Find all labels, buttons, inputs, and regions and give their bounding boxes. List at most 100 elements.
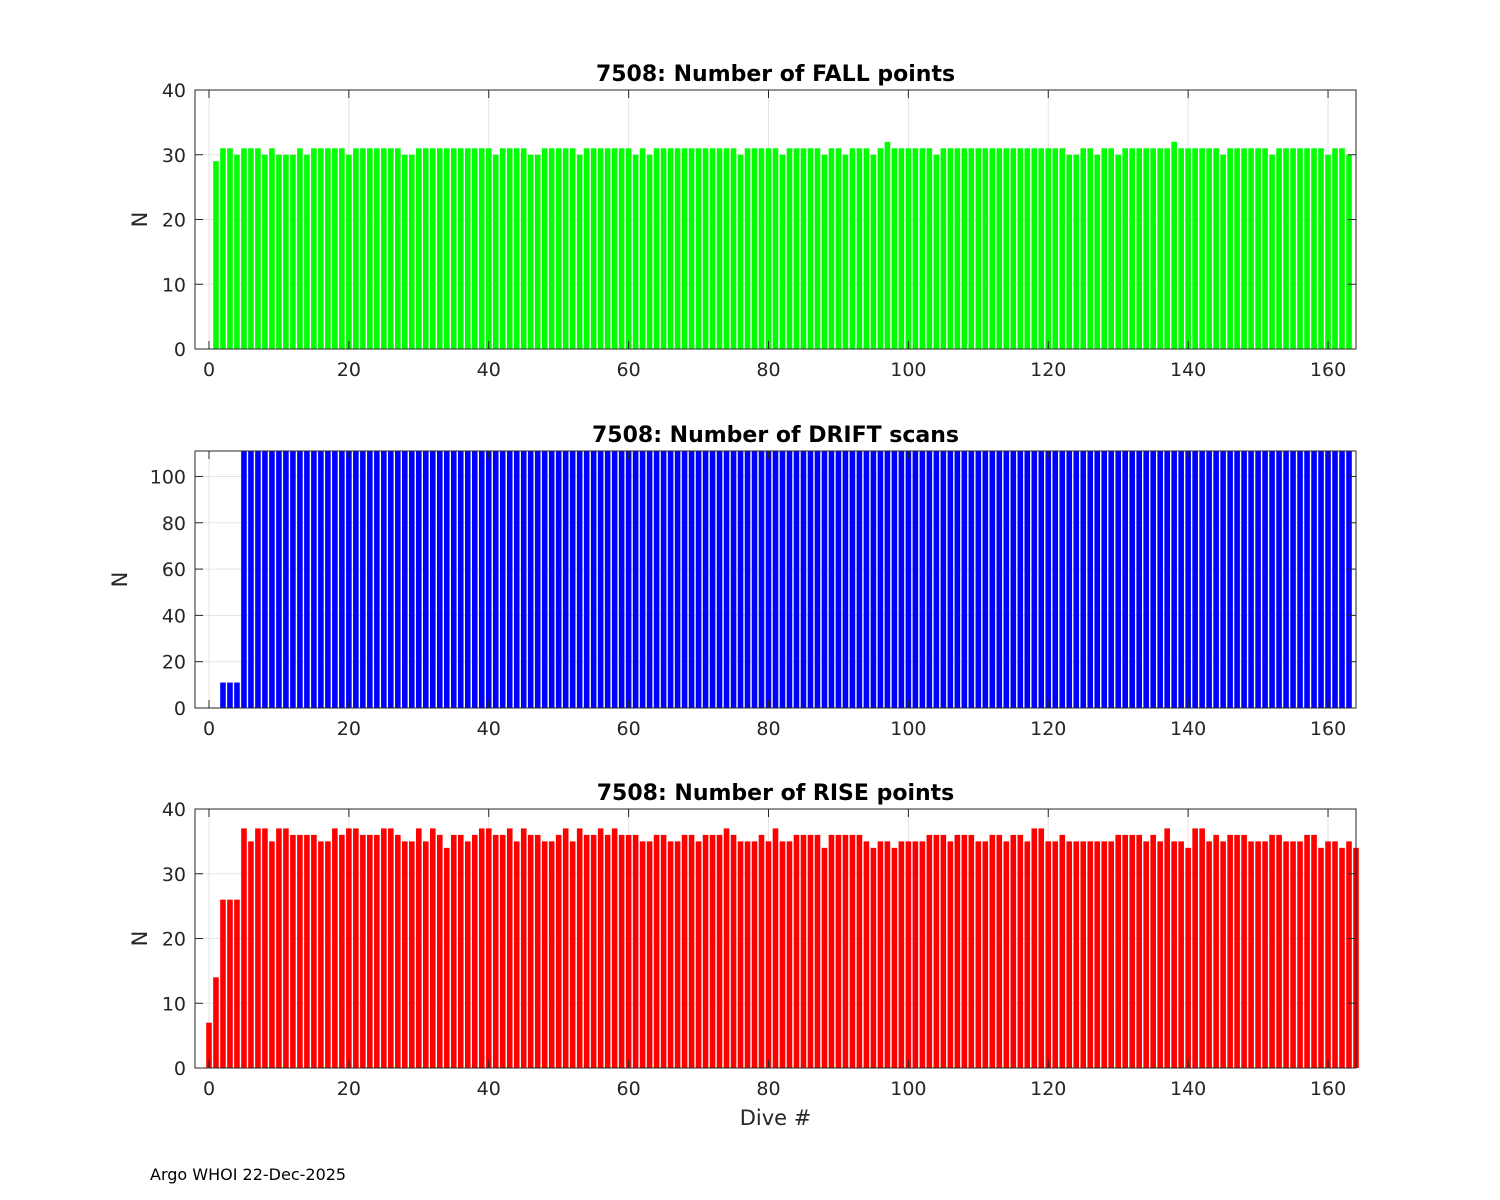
bar	[1164, 148, 1170, 349]
bar	[353, 451, 359, 708]
bar	[870, 451, 877, 708]
bar	[1276, 148, 1282, 349]
bar	[1080, 451, 1087, 708]
bar	[1220, 451, 1226, 708]
bar	[1262, 451, 1268, 708]
bar	[1094, 451, 1101, 708]
bar	[1206, 451, 1212, 708]
bar	[1066, 451, 1073, 708]
bar	[1003, 451, 1010, 708]
bar	[269, 451, 275, 708]
bar	[1311, 148, 1317, 349]
bar	[1073, 841, 1080, 1069]
y-tick-label: 40	[162, 799, 186, 821]
bar	[779, 841, 786, 1069]
y-tick-label: 0	[174, 1058, 186, 1080]
bar	[961, 834, 968, 1068]
bar	[695, 841, 702, 1069]
bar	[1346, 154, 1352, 349]
bar	[1297, 451, 1303, 708]
bar	[688, 834, 695, 1068]
bar	[241, 828, 247, 1068]
footer-credit: Argo WHOI 22-Dec-2025	[150, 1165, 347, 1184]
bar	[304, 451, 310, 708]
bar	[814, 834, 821, 1068]
bar	[297, 834, 303, 1068]
bar	[1185, 451, 1191, 708]
bar	[1276, 451, 1282, 708]
bar	[1045, 148, 1052, 349]
bar	[590, 148, 597, 349]
bar	[1164, 451, 1170, 708]
bar	[982, 148, 989, 349]
bar	[534, 154, 541, 349]
bar	[856, 451, 863, 708]
bar	[1080, 148, 1087, 349]
bar	[555, 451, 562, 708]
bar	[842, 154, 849, 349]
bar	[891, 847, 898, 1068]
bar	[821, 451, 828, 708]
bar	[548, 148, 555, 349]
bar	[520, 451, 527, 708]
bar	[255, 828, 261, 1068]
bar	[1101, 451, 1108, 708]
bar	[1143, 841, 1149, 1069]
bar	[646, 451, 653, 708]
bar	[611, 828, 618, 1068]
bar	[877, 841, 884, 1069]
bar	[409, 841, 415, 1069]
bar	[975, 148, 982, 349]
bar	[863, 451, 870, 708]
bar	[1094, 841, 1101, 1069]
bar	[367, 148, 373, 349]
bar	[821, 847, 828, 1068]
bar	[416, 451, 422, 708]
bar	[786, 148, 793, 349]
bar	[1157, 148, 1163, 349]
bar	[520, 828, 527, 1068]
bar	[464, 148, 471, 349]
bar	[1185, 148, 1191, 349]
bar	[492, 834, 499, 1068]
bar	[842, 834, 849, 1068]
bar	[548, 451, 555, 708]
bar	[1290, 841, 1296, 1069]
bar	[367, 834, 373, 1068]
bar	[227, 682, 233, 708]
bar	[485, 828, 492, 1068]
bar	[1346, 451, 1352, 708]
bar	[737, 154, 744, 349]
bar	[772, 451, 779, 708]
bar	[1262, 841, 1268, 1069]
bar	[471, 834, 478, 1068]
bar	[975, 841, 982, 1069]
bar	[1010, 834, 1017, 1068]
y-tick-label: 40	[162, 80, 186, 102]
x-tick-label: 140	[1170, 718, 1206, 740]
bar	[241, 451, 247, 708]
bar	[933, 154, 940, 349]
bar	[800, 451, 807, 708]
bar	[828, 834, 835, 1068]
bar	[248, 451, 254, 708]
bar	[492, 154, 499, 349]
bar	[534, 834, 541, 1068]
bar	[968, 148, 975, 349]
bar	[562, 828, 569, 1068]
bar	[332, 451, 338, 708]
bar	[1220, 154, 1226, 349]
bar	[940, 451, 947, 708]
bar	[381, 451, 387, 708]
axes-box	[194, 450, 1357, 709]
bar	[849, 451, 856, 708]
bar	[744, 451, 751, 708]
bar	[360, 148, 366, 349]
bar	[632, 451, 639, 708]
bar	[436, 148, 443, 349]
bar	[450, 148, 457, 349]
bar	[688, 148, 695, 349]
bar	[1066, 841, 1073, 1069]
bar	[954, 148, 961, 349]
y-tick-label: 10	[162, 274, 186, 296]
